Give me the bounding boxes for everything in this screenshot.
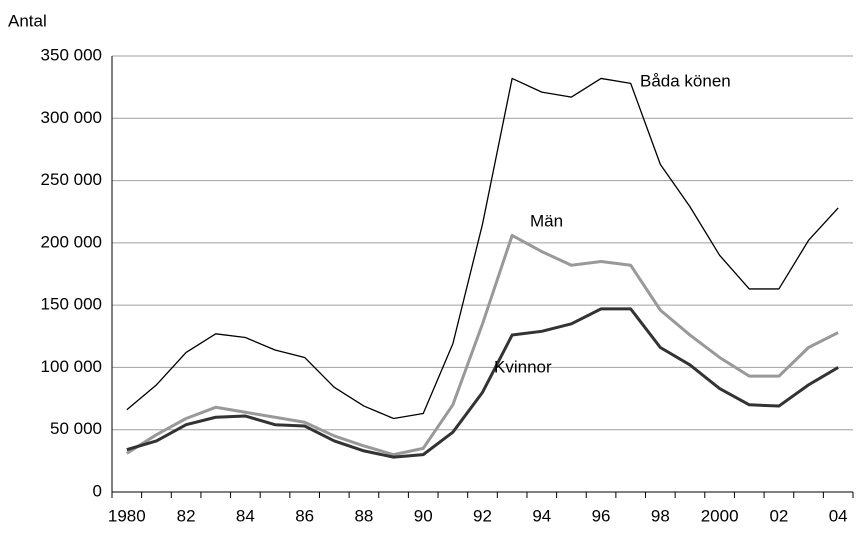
series-line — [126, 233, 839, 457]
series-label: Män — [530, 211, 563, 230]
x-tick-label: 84 — [236, 506, 255, 525]
x-tick-label: 02 — [769, 506, 788, 525]
y-tick-label: 50 000 — [50, 419, 102, 438]
y-tick-label: 350 000 — [41, 45, 102, 64]
x-tick-label: 94 — [532, 506, 551, 525]
series-label: Kvinnor — [494, 357, 552, 376]
x-tick-label: 90 — [414, 506, 433, 525]
series-label: Båda könen — [640, 71, 731, 90]
x-tick-label: 92 — [473, 506, 492, 525]
x-tick-label: 86 — [295, 506, 314, 525]
series-line — [126, 77, 839, 420]
x-tick-label: 82 — [177, 506, 196, 525]
x-tick-label: 88 — [354, 506, 373, 525]
x-tick-label: 1980 — [108, 506, 146, 525]
y-tick-label: 250 000 — [41, 170, 102, 189]
y-tick-label: 0 — [93, 481, 102, 500]
x-tick-label: 98 — [651, 506, 670, 525]
x-tick-label: 04 — [829, 506, 848, 525]
y-tick-label: 100 000 — [41, 357, 102, 376]
x-tick-label: 96 — [592, 506, 611, 525]
x-tick-label: 2000 — [701, 506, 739, 525]
y-tick-label: 200 000 — [41, 232, 102, 251]
y-tick-label: 300 000 — [41, 108, 102, 127]
y-axis-label: Antal — [8, 11, 47, 30]
y-tick-label: 150 000 — [41, 295, 102, 314]
series-line — [126, 307, 839, 459]
